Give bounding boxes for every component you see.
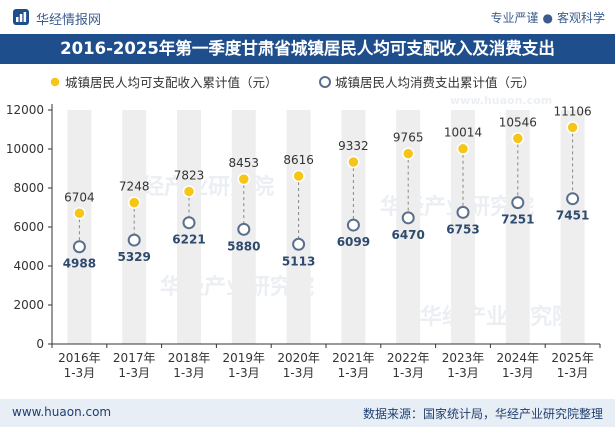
expenditure-value-label: 6753 <box>446 222 479 236</box>
x-tick-label: 2021年 1-3月 <box>332 351 375 380</box>
expenditure-point <box>401 211 415 225</box>
chart: 华经产业研究院华经产业研究院华经产业研究院华经产业研究院www.huaon.co… <box>6 75 601 380</box>
x-tick-label: 2017年 1-3月 <box>113 351 156 380</box>
x-tick-label: 2024年 1-3月 <box>497 351 540 380</box>
slogan-dot-icon: ● <box>542 11 553 25</box>
expenditure-value-label: 4988 <box>63 257 96 271</box>
slogan-right: 客观科学 <box>556 11 605 25</box>
y-tick-label: 0 <box>36 337 44 351</box>
x-tick-label: 2019年 1-3月 <box>223 351 266 380</box>
income-value-label: 11106 <box>554 104 592 118</box>
legend-income-marker <box>49 76 61 88</box>
category-bands <box>67 110 585 344</box>
expenditure-point <box>566 192 580 206</box>
expenditure-point <box>182 216 196 230</box>
income-point <box>127 196 141 209</box>
expenditure-point <box>456 205 470 219</box>
chart-title: 2016-2025年第一季度甘肃省城镇居民人均可支配收入及消费支出 <box>60 39 555 58</box>
income-point <box>347 155 360 169</box>
data-labels: 6704 7248 7823 8453 8616 9332 9765 10014 10546 11… <box>63 104 592 270</box>
income-value-label: 10014 <box>444 126 482 140</box>
expenditure-value-label: 6470 <box>391 228 424 242</box>
expenditure-point <box>346 218 360 232</box>
income-value-label: 8453 <box>229 156 260 170</box>
y-tick-label: 6000 <box>13 220 44 234</box>
legend: 城镇居民人均可支配收入累计值（元） 城镇居民人均消费支出累计值（元） <box>49 75 535 90</box>
footer-url: www.huaon.com <box>12 405 112 419</box>
expenditure-value-label: 6221 <box>172 233 205 247</box>
footer-bar: www.huaon.com 数据来源：国家统计局，华经产业研究院整理 <box>0 399 615 427</box>
watermark-url: www.huaon.com <box>450 94 552 107</box>
x-axis: 2016年 1-3月 2017年 1-3月 2018年 1-3月 2019年 1-3月 2020… <box>51 343 601 380</box>
category-band <box>560 110 585 344</box>
expenditure-point <box>72 240 86 254</box>
x-tick-label: 2020年 1-3月 <box>277 351 320 380</box>
x-tick-label: 2016年 1-3月 <box>58 351 101 380</box>
y-tick-label: 12000 <box>6 103 44 117</box>
legend-expenditure-label: 城镇居民人均消费支出累计值（元） <box>335 75 535 90</box>
y-tick-label: 4000 <box>13 259 44 273</box>
income-point <box>237 172 251 186</box>
expenditure-value-label: 7251 <box>501 213 534 227</box>
brand-name: 华经情报网 <box>36 13 102 28</box>
income-point <box>566 121 579 134</box>
income-value-label: 7248 <box>119 180 150 194</box>
slogan-left: 专业严谨 <box>490 11 539 25</box>
income-point <box>401 147 415 160</box>
expenditure-value-label: 5113 <box>282 254 315 268</box>
y-tick-label: 2000 <box>13 298 44 312</box>
category-band <box>286 110 311 344</box>
expenditure-value-label: 6099 <box>337 235 370 249</box>
income-point <box>73 207 86 220</box>
slogan: 专业严谨 ● 客观科学 <box>490 9 605 26</box>
top-bar: 华经情报网 专业严谨 ● 客观科学 <box>0 0 615 34</box>
data-points <box>72 121 580 254</box>
income-value-label: 9332 <box>338 139 369 153</box>
income-value-label: 6704 <box>64 190 95 204</box>
x-tick-label: 2022年 1-3月 <box>387 351 430 380</box>
legend-expenditure-marker <box>319 76 331 88</box>
expenditure-point <box>511 196 525 210</box>
expenditure-point <box>292 237 306 251</box>
footer-source: 数据来源：国家统计局，华经产业研究院整理 <box>362 407 603 421</box>
x-tick-label: 2018年 1-3月 <box>168 351 211 380</box>
title-bar: 2016-2025年第一季度甘肃省城镇居民人均可支配收入及消费支出 <box>0 34 615 64</box>
income-point <box>182 185 196 198</box>
income-value-label: 8616 <box>283 153 314 167</box>
expenditure-value-label: 7451 <box>556 209 589 223</box>
legend-income-label: 城镇居民人均可支配收入累计值（元） <box>65 75 278 90</box>
expenditure-value-label: 5880 <box>227 239 260 253</box>
y-tick-label: 10000 <box>6 142 44 156</box>
expenditure-point <box>127 233 141 247</box>
expenditure-value-label: 5329 <box>117 250 150 264</box>
income-point <box>511 132 525 145</box>
category-band <box>505 110 530 344</box>
y-tick-label: 8000 <box>13 181 44 195</box>
huajing-logo-icon <box>13 9 29 25</box>
income-value-label: 10546 <box>499 115 537 129</box>
x-tick-label: 2023年 1-3月 <box>442 351 485 380</box>
x-tick-label: 2025年 1-3月 <box>551 351 594 380</box>
income-value-label: 7823 <box>174 168 205 182</box>
watermark-text: 华经产业研究院 <box>420 304 574 330</box>
income-point <box>292 169 305 183</box>
expenditure-point <box>237 222 251 236</box>
income-value-label: 9765 <box>393 131 424 145</box>
income-point <box>456 142 470 155</box>
y-axis: 0 2000 4000 6000 8000 10000 12000 <box>6 103 53 351</box>
